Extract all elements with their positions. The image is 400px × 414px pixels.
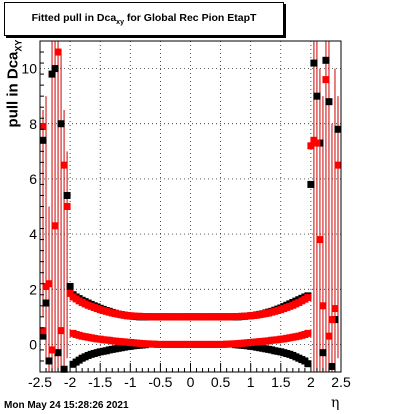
data-point-red: [63, 203, 71, 210]
data-point-red: [66, 289, 74, 297]
grid-lines: [40, 41, 341, 372]
data-point-black: [307, 180, 315, 188]
x-tick-label: -2.5: [28, 374, 52, 390]
x-tick-label: 0.5: [211, 374, 231, 390]
x-tick-label: 2: [307, 374, 315, 390]
data-point-black: [48, 70, 56, 78]
x-tick-label: 2.5: [331, 374, 351, 390]
y-tick-label: 2: [29, 281, 37, 297]
data-point-black: [334, 125, 342, 133]
data-point-red: [325, 332, 333, 340]
data-point-red: [39, 123, 47, 131]
data-point-black: [66, 282, 74, 290]
data-point-red: [304, 329, 312, 337]
data-point-red: [54, 48, 62, 56]
data-point-black: [328, 362, 336, 370]
series-red: [39, 48, 342, 354]
data-point-red: [331, 305, 339, 313]
x-tick-label: -2: [64, 374, 77, 390]
data-point-black: [325, 98, 333, 106]
x-tick-label: -1.5: [88, 374, 112, 390]
chart-title-subscript: xy: [116, 19, 124, 26]
x-tick-label: 1: [247, 374, 255, 390]
y-tick-label: 6: [29, 171, 37, 187]
data-point-black: [42, 299, 50, 307]
data-point-black: [54, 349, 62, 357]
data-point-black: [304, 360, 312, 368]
chart-title-box: Fitted pull in Dcaxy for Global Rec Pion…: [4, 2, 284, 36]
data-point-black: [322, 56, 330, 64]
error-bars: [42, 41, 339, 372]
chart-title-main: Fitted pull in Dca: [31, 12, 117, 24]
data-point-red: [60, 161, 68, 169]
data-point-red: [316, 236, 324, 244]
x-axis-label: η: [331, 395, 340, 411]
axes: -2.5 -2 -1.5 -1 -0.5 0 0.5 1 1.5 2 2.5 0 2 4 6 8 10: [21, 40, 351, 390]
data-point-black: [45, 357, 53, 365]
data-point-red: [328, 316, 336, 324]
x-tick-label: -1: [124, 374, 137, 390]
data-point-red: [319, 302, 327, 310]
data-point-black: [313, 92, 321, 100]
data-point-red: [48, 346, 56, 354]
y-tick-label: 0: [29, 336, 37, 352]
x-tick-label: 0: [187, 374, 195, 390]
plot-frame: [39, 40, 342, 373]
data-point-red: [322, 76, 330, 84]
data-point-red: [39, 327, 47, 335]
timestamp: Mon May 24 15:28:26 2021: [4, 400, 129, 411]
data-point-red: [51, 222, 59, 230]
data-point-red: [304, 294, 312, 302]
data-point-red: [334, 161, 342, 169]
data-point-red: [57, 327, 65, 335]
data-point-black: [310, 59, 318, 67]
data-point-red: [313, 139, 321, 147]
x-tick-label: 1.5: [271, 374, 291, 390]
x-tick-label: -0.5: [148, 374, 172, 390]
data-point-black: [51, 65, 59, 73]
data-point-black: [57, 120, 65, 128]
data-point-red: [45, 280, 53, 288]
data-point-black: [39, 332, 47, 340]
y-tick-label: 8: [29, 116, 37, 132]
data-point-red: [307, 142, 315, 150]
data-point-black: [63, 191, 71, 199]
y-tick-label: 4: [29, 226, 37, 242]
y-tick-label: 10: [21, 61, 37, 77]
data-point-black: [319, 349, 327, 357]
chart-title-rest: for Global Rec Pion EtapT: [123, 12, 257, 24]
chart-title: Fitted pull in Dcaxy for Global Rec Pion…: [5, 12, 283, 26]
